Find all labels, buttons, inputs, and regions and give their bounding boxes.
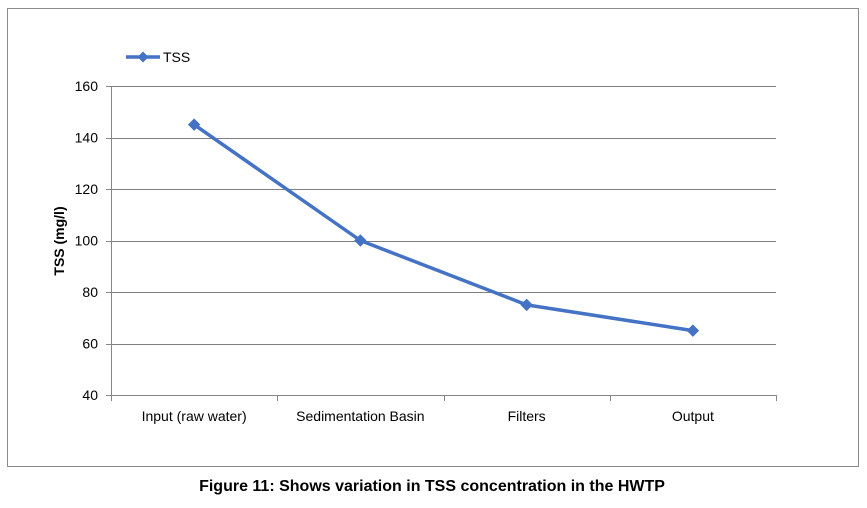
legend-label-tss: TSS <box>163 49 190 65</box>
legend[interactable]: TSS <box>126 49 190 65</box>
y-tick-label: 140 <box>75 130 99 146</box>
x-tick-label: Filters <box>508 408 546 424</box>
data-point[interactable] <box>187 118 201 131</box>
chart-area-border <box>7 8 859 467</box>
figure-caption: Figure 11: Shows variation in TSS concen… <box>199 478 665 495</box>
data-point[interactable] <box>520 298 533 312</box>
y-tick-label: 40 <box>82 387 98 403</box>
series-line-0 <box>192 122 695 333</box>
y-axis-tick-labels: 40 60 80 100 120 140 160 <box>75 78 99 403</box>
data-point[interactable] <box>354 234 367 247</box>
x-tick-label: Sedimentation Basin <box>296 408 424 424</box>
y-tick-label: 80 <box>82 284 98 300</box>
axes <box>106 86 777 401</box>
series-tss <box>187 118 700 337</box>
x-tick-label: Output <box>672 408 714 424</box>
y-tick-label: 100 <box>75 233 99 249</box>
y-axis-title: TSS (mg/l) <box>51 206 67 275</box>
legend-marker-tss <box>137 51 149 63</box>
x-axis-tick-labels: Input (raw water) Sedimentation Basin Filt… <box>142 408 714 424</box>
y-tick-label: 120 <box>75 181 99 197</box>
y-tick-label: 160 <box>75 78 99 94</box>
gridlines <box>111 86 776 345</box>
x-tick-label: Input (raw water) <box>142 408 247 424</box>
y-tick-label: 60 <box>82 336 98 352</box>
data-point[interactable] <box>686 324 700 337</box>
